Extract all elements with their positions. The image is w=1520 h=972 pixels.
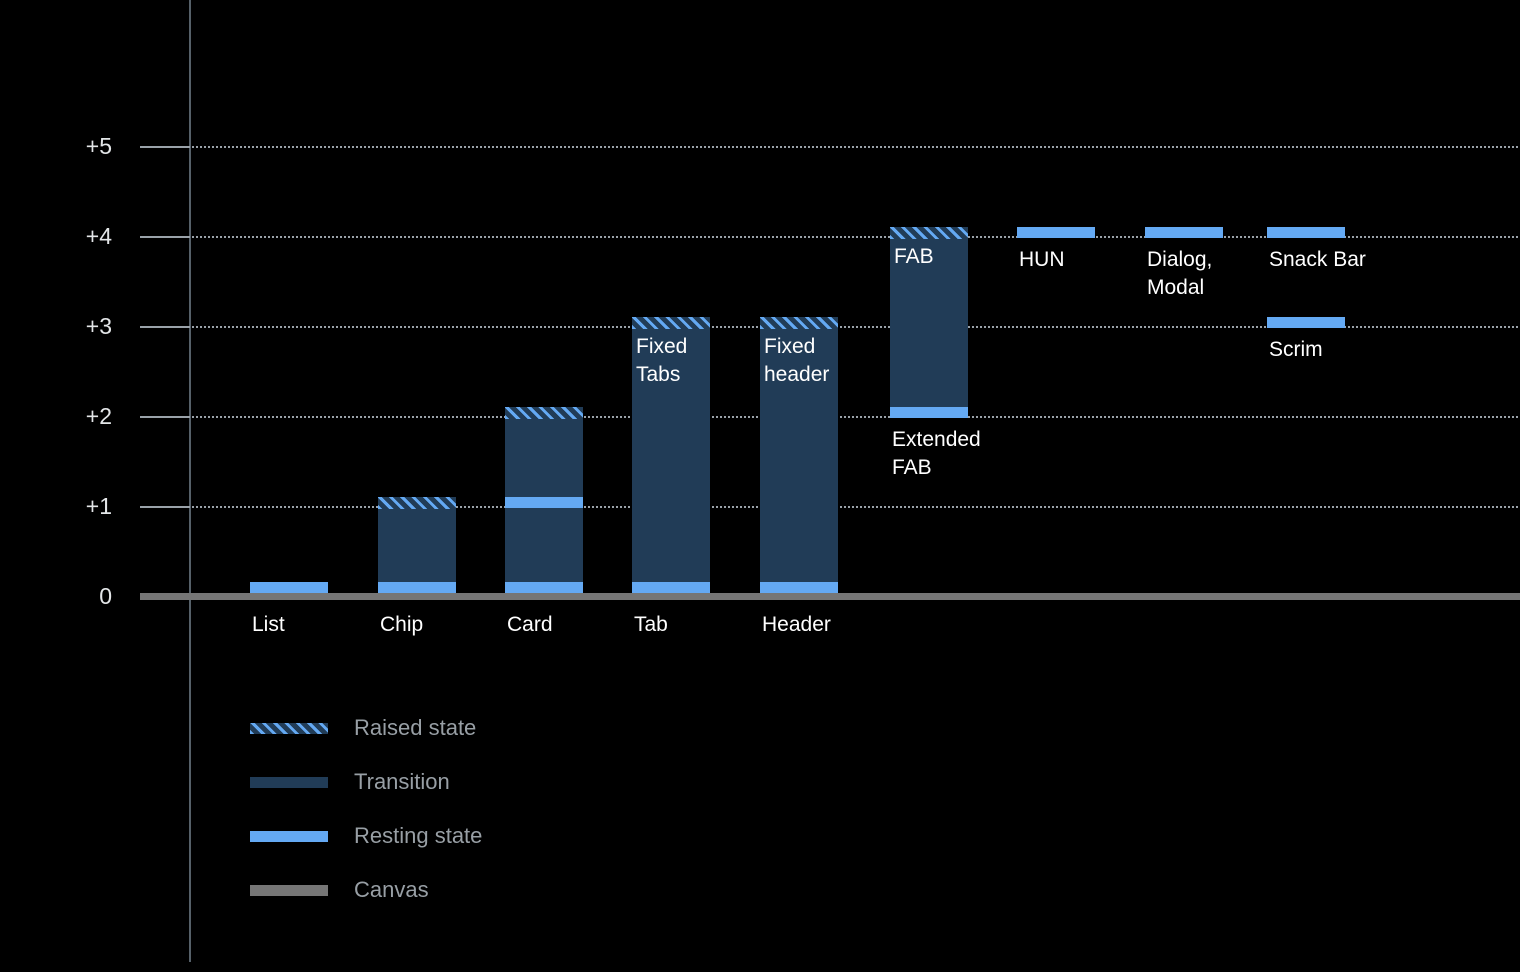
gridline [192, 416, 1518, 418]
y-axis-tick-label: 0 [99, 583, 112, 609]
bar-resting-segment [1267, 227, 1345, 238]
column-label: Header [762, 613, 831, 636]
bar-transition-segment [632, 329, 710, 593]
bar-transition-segment [760, 329, 838, 593]
bar-resting-segment [632, 582, 710, 593]
column-label: Fixed Tabs [636, 335, 688, 386]
legend-item: Raised state [250, 712, 482, 744]
y-axis-tick-label: +1 [85, 493, 112, 519]
column-label: FAB [894, 245, 934, 268]
bar-raised-segment [890, 227, 968, 239]
column-label: Tab [634, 613, 668, 636]
gridline [192, 236, 1518, 238]
column-label: Fixed header [764, 335, 830, 386]
legend-item: Resting state [250, 820, 482, 852]
column-label: Snack Bar [1269, 248, 1366, 271]
column-label: List [252, 613, 285, 636]
bar-raised-segment [378, 497, 456, 509]
legend-label: Resting state [354, 823, 483, 848]
canvas-baseline [140, 593, 1520, 600]
legend-label: Canvas [354, 877, 429, 902]
column-label: Extended FAB [892, 428, 981, 479]
y-axis-tick-label: +5 [85, 133, 112, 159]
column-label: Scrim [1269, 338, 1323, 361]
legend-label: Transition [354, 769, 450, 794]
legend: Raised state Transition Resting state Ca… [250, 712, 482, 928]
bar-resting-segment [890, 407, 968, 418]
legend-swatch-canvas [250, 884, 328, 896]
column-label: Card [507, 613, 553, 636]
y-axis-tick-label: +3 [85, 313, 112, 339]
gridline [192, 326, 1518, 328]
y-axis-line [189, 0, 191, 962]
gridline [192, 146, 1518, 148]
bar-raised-segment [505, 407, 583, 419]
y-axis-tick [140, 146, 190, 148]
bar-resting-segment [505, 497, 583, 508]
bar-resting-segment [505, 582, 583, 593]
bar-transition-segment [890, 239, 968, 418]
bar-raised-segment [632, 317, 710, 329]
y-axis-tick [140, 416, 190, 418]
legend-swatch-resting-state [250, 830, 328, 842]
bar-resting-segment [1267, 317, 1345, 328]
bar-resting-segment [250, 582, 328, 593]
column-label: Dialog, Modal [1147, 248, 1213, 299]
bar-transition-segment [378, 509, 456, 593]
y-axis-tick [140, 506, 190, 508]
legend-swatch-transition [250, 776, 328, 788]
legend-item: Canvas [250, 874, 482, 906]
legend-item: Transition [250, 766, 482, 798]
y-axis-tick [140, 326, 190, 328]
bar-raised-segment [760, 317, 838, 329]
bar-resting-segment [1017, 227, 1095, 238]
bar-resting-segment [1145, 227, 1223, 238]
column-label: Chip [380, 613, 424, 636]
y-axis-tick-label: +2 [85, 403, 112, 429]
bar-resting-segment [378, 582, 456, 593]
y-axis-tick [140, 236, 190, 238]
y-axis-tick-label: +4 [85, 223, 112, 249]
legend-swatch-raised-state [250, 722, 328, 734]
column-label: HUN [1019, 248, 1065, 271]
legend-label: Raised state [354, 715, 477, 740]
gridline [192, 506, 1518, 508]
bar-resting-segment [760, 582, 838, 593]
